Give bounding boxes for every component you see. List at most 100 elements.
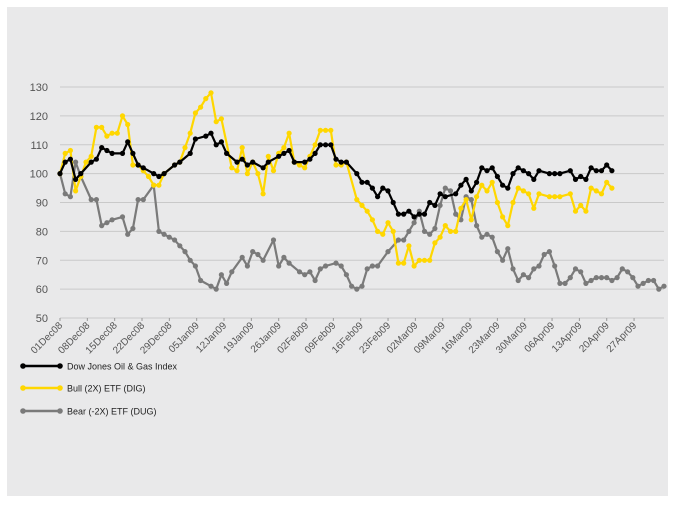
data-point (151, 171, 157, 177)
data-point (93, 124, 99, 130)
data-point (73, 176, 79, 182)
data-point (526, 171, 532, 177)
data-point (260, 191, 266, 197)
data-point (224, 280, 230, 286)
data-point (468, 197, 474, 203)
data-point (406, 243, 412, 249)
y-tick-label: 70 (36, 255, 48, 267)
data-point (229, 165, 235, 171)
data-point (140, 197, 146, 203)
data-point (156, 228, 162, 234)
data-point (130, 225, 136, 232)
data-point (302, 165, 308, 171)
data-point (250, 159, 256, 165)
data-point (489, 165, 495, 171)
data-point (270, 168, 277, 174)
data-point (395, 260, 401, 266)
data-point (526, 275, 532, 281)
data-point (156, 182, 162, 188)
data-point (109, 130, 115, 136)
data-point (479, 182, 485, 188)
data-point (359, 283, 365, 289)
data-point (323, 142, 329, 148)
data-point (317, 142, 323, 148)
data-point (312, 277, 318, 284)
data-point (286, 147, 292, 154)
data-point (286, 260, 292, 266)
data-point (182, 249, 188, 255)
data-point (437, 234, 443, 240)
data-point (421, 257, 428, 263)
data-point (604, 275, 610, 281)
data-point (411, 263, 417, 269)
data-point (500, 182, 506, 188)
data-point (406, 228, 412, 234)
data-point (416, 211, 422, 217)
data-point (218, 139, 224, 145)
data-point (593, 188, 599, 194)
data-point (557, 280, 563, 286)
data-point (474, 179, 480, 185)
data-point (83, 159, 89, 165)
data-point (349, 283, 355, 289)
data-point (468, 217, 474, 223)
y-axis-ticks: 50 60 70 80 90 100 110 120 130 (30, 82, 48, 325)
data-point (333, 162, 339, 168)
data-point (500, 214, 506, 220)
data-point (375, 194, 381, 200)
data-point (427, 257, 433, 263)
data-point (494, 199, 500, 206)
data-point (296, 162, 303, 168)
data-point (520, 168, 527, 174)
data-point (536, 191, 542, 197)
data-point (364, 179, 370, 185)
data-point (198, 104, 204, 110)
data-point (598, 168, 605, 174)
data-point (432, 240, 438, 246)
data-point (427, 231, 433, 237)
data-point (73, 159, 79, 165)
data-point (338, 263, 344, 269)
data-point (333, 156, 339, 162)
data-point (572, 208, 579, 214)
data-point (130, 162, 136, 168)
data-point (276, 153, 282, 159)
data-point (536, 168, 542, 174)
data-point (380, 185, 386, 191)
y-tick-label: 80 (36, 226, 48, 238)
data-point (234, 168, 240, 174)
data-point (510, 199, 516, 206)
data-point (302, 272, 308, 278)
data-point (661, 283, 667, 289)
data-point (125, 231, 131, 237)
legend-marker (20, 408, 26, 414)
data-point (359, 202, 365, 208)
data-point (93, 156, 99, 162)
data-point (260, 165, 266, 171)
data-point (62, 150, 68, 156)
legend-marker (57, 408, 63, 414)
data-point (250, 249, 256, 255)
legend-label: Bull (2X) ETF (DIG) (67, 384, 146, 394)
chart-panel (7, 7, 668, 496)
data-point (343, 272, 349, 278)
data-point (453, 228, 459, 234)
y-tick-label: 120 (30, 111, 48, 123)
data-point (578, 202, 584, 208)
data-point (140, 165, 146, 171)
data-point (93, 197, 99, 203)
data-point (187, 130, 193, 136)
data-point (135, 197, 141, 203)
data-point (375, 228, 381, 234)
data-point (145, 173, 152, 180)
data-point (161, 171, 167, 177)
data-point (546, 249, 553, 255)
data-point (182, 145, 188, 151)
data-point (406, 208, 412, 214)
data-point (67, 147, 73, 154)
data-point (442, 194, 448, 200)
data-point (307, 156, 313, 162)
data-point (62, 191, 68, 197)
data-point (656, 286, 662, 292)
data-point (307, 269, 313, 275)
